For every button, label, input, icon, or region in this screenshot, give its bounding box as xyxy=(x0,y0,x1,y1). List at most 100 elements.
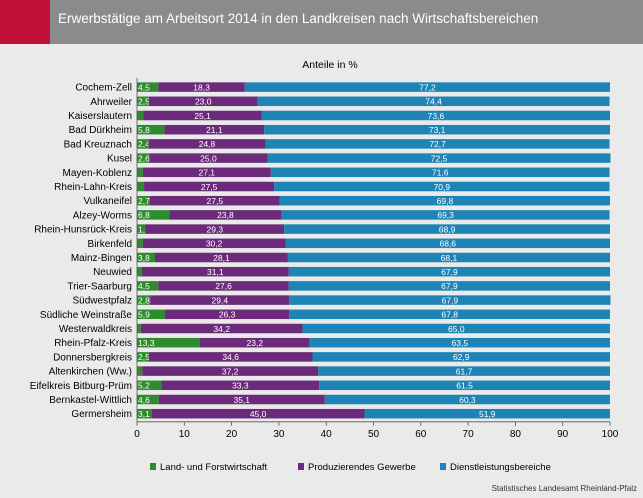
data-label: 27,6 xyxy=(215,281,232,291)
x-tick-label: 70 xyxy=(463,429,475,440)
bar-segment-0 xyxy=(137,309,165,320)
bar-segment-2 xyxy=(309,337,610,348)
bar-segment-1 xyxy=(161,380,320,391)
data-label: 67,9 xyxy=(441,267,458,277)
bar-segment-2 xyxy=(257,96,610,107)
x-tick-label: 90 xyxy=(557,429,569,440)
data-label: 2,5 xyxy=(138,97,150,107)
category-label: Eifelkreis Bitburg-Prüm xyxy=(30,381,132,392)
bar-segment-0 xyxy=(137,139,149,149)
data-label: 30,2 xyxy=(206,239,223,249)
bar-segment-2 xyxy=(287,252,610,263)
bar-segment-1 xyxy=(150,295,290,305)
bar-segment-2 xyxy=(285,238,610,249)
bar-segment-2 xyxy=(244,82,610,92)
data-label: 29,3 xyxy=(207,224,224,234)
data-label: 6,8 xyxy=(138,210,150,220)
data-label: 63,5 xyxy=(452,338,469,348)
header-bar: Erwerbstätige am Arbeitsort 2014 in den … xyxy=(0,0,643,44)
data-label: 5,2 xyxy=(138,381,150,391)
data-label: 2,8 xyxy=(138,295,150,305)
data-label: 23,2 xyxy=(247,338,264,348)
data-label: 23,0 xyxy=(195,97,212,107)
data-label: 37,2 xyxy=(222,366,239,376)
x-tick-label: 30 xyxy=(273,429,285,440)
bar-segment-0 xyxy=(137,181,145,192)
bar-segment-1 xyxy=(149,153,268,163)
legend-label: Dienstleistungsbereiche xyxy=(450,462,551,473)
bar-segment-2 xyxy=(279,195,610,206)
bar-segment-0 xyxy=(137,295,151,305)
data-label: 60,3 xyxy=(459,395,476,405)
category-label: Rhein-Hunsrück-Kreis xyxy=(34,225,132,236)
category-label: Bad Kreuznach xyxy=(64,139,132,150)
bar-segment-0 xyxy=(137,366,143,376)
data-label: 2,7 xyxy=(138,196,150,206)
x-tick-label: 100 xyxy=(602,429,619,440)
data-label: 67,9 xyxy=(441,281,458,291)
bar-segment-1 xyxy=(148,352,313,362)
data-label: 2,6 xyxy=(138,153,150,163)
data-label: 25,1 xyxy=(194,111,211,121)
bar-segment-2 xyxy=(289,309,610,320)
bar-segment-0 xyxy=(137,394,159,405)
data-label: 61,7 xyxy=(456,366,473,376)
bar-segment-0 xyxy=(137,337,200,348)
category-label: Altenkirchen (Ww.) xyxy=(49,367,132,378)
data-label: 73,1 xyxy=(429,125,446,135)
bar-segment-2 xyxy=(274,181,610,192)
data-label: 4,5 xyxy=(138,82,150,92)
data-label: 68,9 xyxy=(439,224,456,234)
data-label: 65,0 xyxy=(448,324,465,334)
source-note: Statistisches Landesamt Rheinland-Pfalz xyxy=(491,484,637,493)
bar-segment-1 xyxy=(143,110,262,121)
data-label: 5,9 xyxy=(138,310,150,320)
data-label: 61,5 xyxy=(456,381,473,391)
x-tick-label: 0 xyxy=(134,429,140,440)
bar-segment-2 xyxy=(265,139,610,149)
data-label: 26,3 xyxy=(219,310,236,320)
bar-segment-0 xyxy=(137,82,159,92)
data-label: 69,8 xyxy=(437,196,454,206)
data-label: 68,1 xyxy=(441,253,458,263)
category-label: Rhein-Lahn-Kreis xyxy=(54,182,132,193)
data-label: 31,1 xyxy=(207,267,224,277)
data-label: 73,6 xyxy=(428,111,445,121)
bar-segment-1 xyxy=(145,224,285,234)
data-label: 68,6 xyxy=(439,239,456,249)
bar-segment-0 xyxy=(137,210,170,220)
category-label: Westerwaldkreis xyxy=(59,324,132,335)
legend-swatch xyxy=(298,463,304,470)
data-label: 69,3 xyxy=(437,210,454,220)
data-label: 18,3 xyxy=(193,82,210,92)
data-label: 23,8 xyxy=(217,210,234,220)
category-label: Kusel xyxy=(107,154,132,165)
bar-segment-2 xyxy=(324,394,610,405)
category-label: Rhein-Pfalz-Kreis xyxy=(54,338,132,349)
bar-segment-0 xyxy=(137,380,162,391)
data-label: 2,5 xyxy=(138,352,150,362)
data-label: 4,5 xyxy=(138,281,150,291)
category-label: Mainz-Bingen xyxy=(71,253,132,264)
bar-segment-2 xyxy=(364,408,610,419)
bar-segment-0 xyxy=(137,238,143,249)
bar-segment-0 xyxy=(137,352,149,362)
category-label: Donnersbergkreis xyxy=(53,352,132,363)
page-title: Erwerbstätige am Arbeitsort 2014 in den … xyxy=(58,11,539,26)
bar-segment-1 xyxy=(158,281,289,291)
data-label: 27,1 xyxy=(198,168,215,178)
bar-segment-1 xyxy=(158,394,325,405)
data-label: 5,8 xyxy=(138,125,150,135)
bar-segment-2 xyxy=(288,281,610,291)
bar-segment-2 xyxy=(267,153,611,163)
data-label: 71,6 xyxy=(432,168,449,178)
data-label: 27,5 xyxy=(207,196,224,206)
bar-segment-0 xyxy=(137,153,150,163)
x-tick-label: 60 xyxy=(415,429,427,440)
data-label: 3,8 xyxy=(138,253,150,263)
bar-segment-1 xyxy=(142,167,271,178)
bar-segment-2 xyxy=(318,366,610,376)
bar-segment-1 xyxy=(149,195,280,206)
category-label: Alzey-Worms xyxy=(73,210,132,221)
